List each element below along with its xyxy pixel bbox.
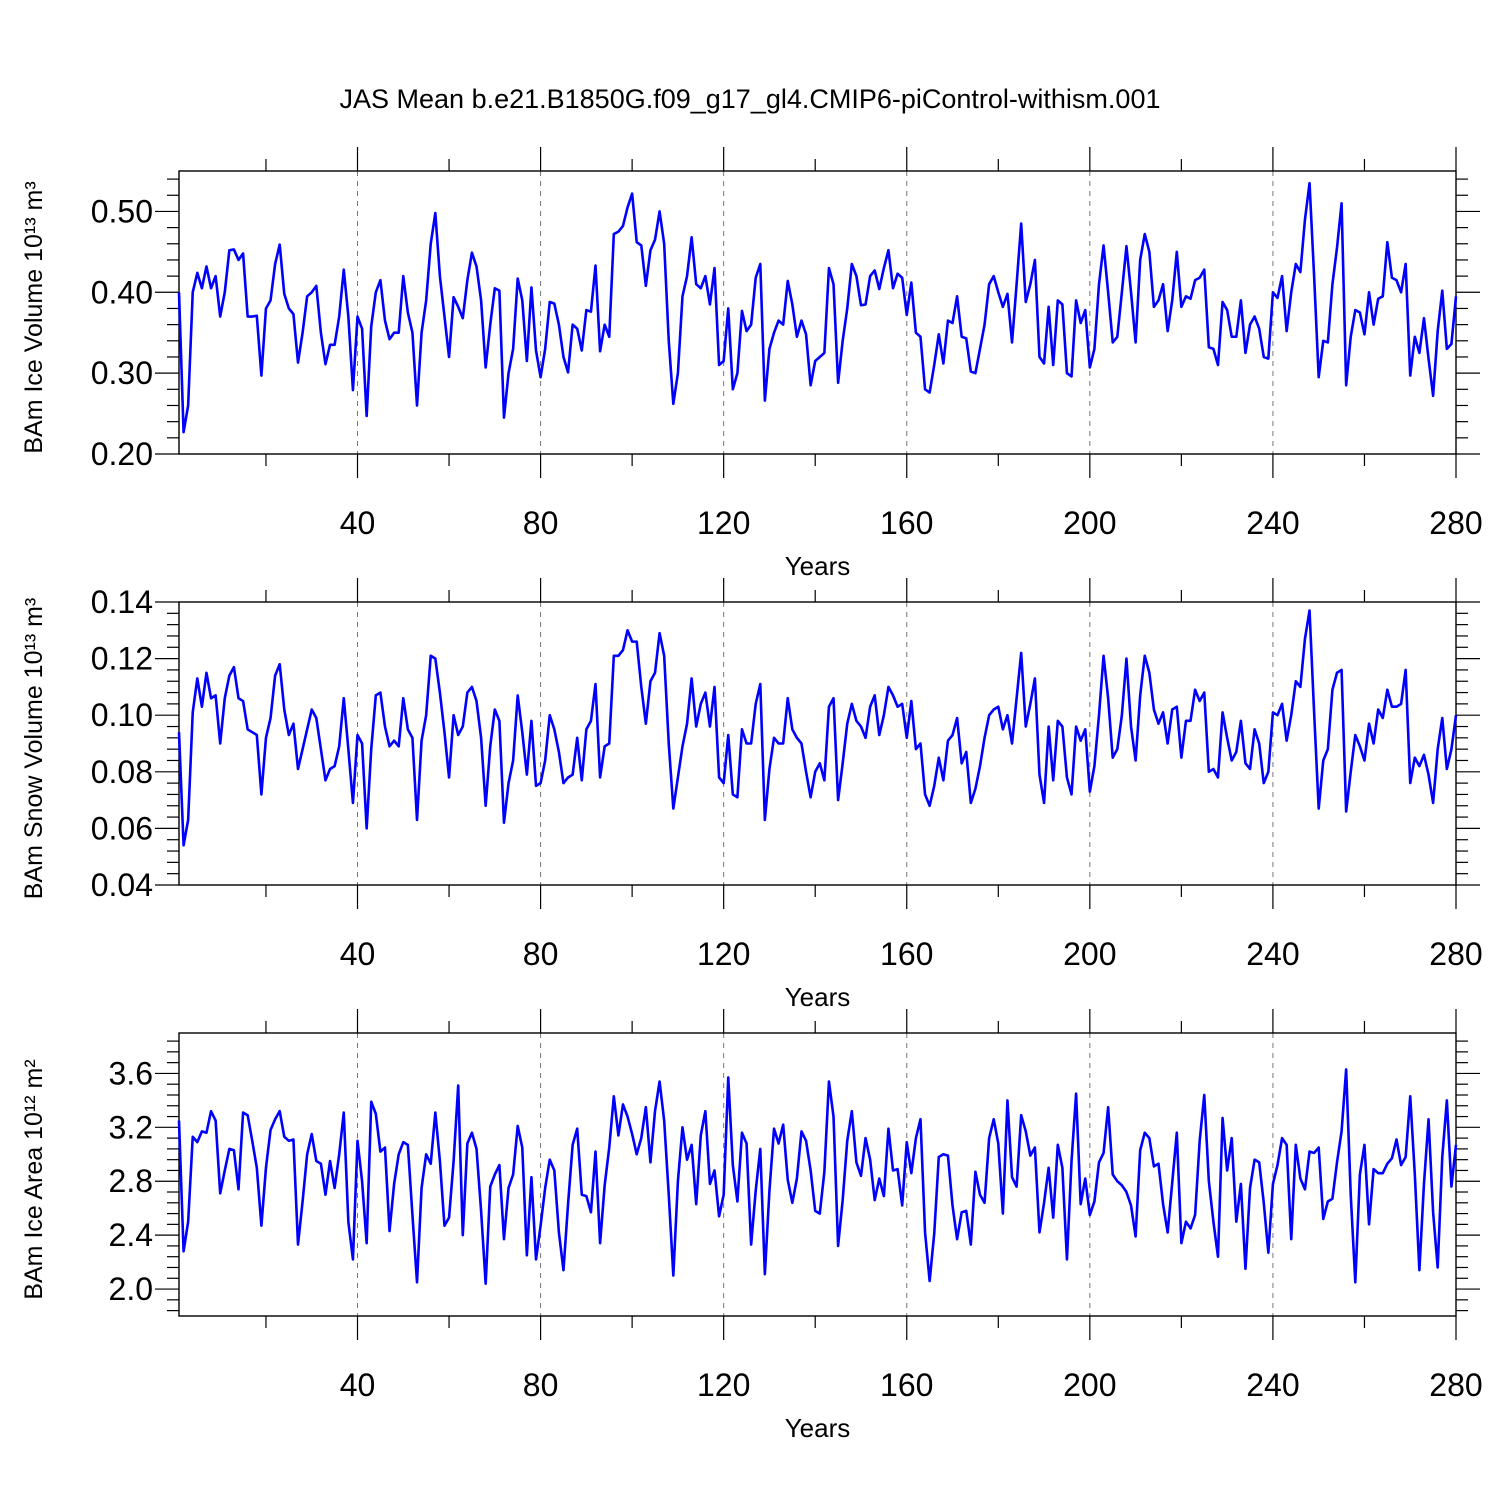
x-tick-label: 280 [1429, 505, 1482, 541]
y-tick-label: 2.0 [109, 1271, 153, 1307]
x-tick-label: 120 [697, 505, 750, 541]
x-tick-label: 200 [1063, 505, 1116, 541]
y-tick-label: 0.12 [91, 641, 153, 677]
x-tick-label: 120 [697, 1367, 750, 1403]
x-tick-label: 160 [880, 505, 933, 541]
x-tick-label: 160 [880, 1367, 933, 1403]
x-tick-label: 280 [1429, 936, 1482, 972]
x-axis-label: Years [785, 551, 851, 581]
y-tick-label: 0.30 [91, 355, 153, 391]
x-tick-label: 40 [340, 505, 376, 541]
y-tick-label: 0.04 [91, 867, 153, 903]
y-tick-label: 3.2 [109, 1109, 153, 1145]
data-line [177, 609, 1458, 847]
x-tick-label: 240 [1246, 1367, 1299, 1403]
plot-frame [178, 170, 1457, 455]
x-tick-label: 40 [340, 1367, 376, 1403]
y-tick-label: 0.06 [91, 810, 153, 846]
plot-frame [178, 1032, 1457, 1317]
x-axis-label: Years [785, 982, 851, 1012]
x-tick-label: 80 [523, 936, 559, 972]
y-tick-label: 0.50 [91, 193, 153, 229]
y-tick-label: 3.6 [109, 1055, 153, 1091]
y-tick-label: 0.20 [91, 436, 153, 472]
y-tick-label: 2.4 [109, 1217, 153, 1253]
y-axis-label: BAm Ice Area 10¹² m² [20, 1059, 48, 1299]
x-tick-label: 240 [1246, 505, 1299, 541]
x-tick-label: 80 [523, 505, 559, 541]
x-tick-label: 120 [697, 936, 750, 972]
data-line [177, 181, 1458, 434]
data-line [177, 1068, 1458, 1285]
chart-title: JAS Mean b.e21.B1850G.f09_g17_gl4.CMIP6-… [340, 84, 1161, 114]
x-tick-label: 40 [340, 936, 376, 972]
y-axis-label: BAm Snow Volume 10¹³ m³ [20, 598, 48, 900]
y-tick-label: 0.10 [91, 697, 153, 733]
x-tick-label: 240 [1246, 936, 1299, 972]
x-tick-label: 160 [880, 936, 933, 972]
y-tick-label: 0.08 [91, 754, 153, 790]
y-axis-label: BAm Ice Volume 10¹³ m³ [20, 181, 48, 453]
y-tick-label: 0.14 [91, 584, 153, 620]
x-tick-label: 80 [523, 1367, 559, 1403]
x-tick-label: 280 [1429, 1367, 1482, 1403]
x-tick-label: 200 [1063, 936, 1116, 972]
y-tick-label: 2.8 [109, 1163, 153, 1199]
y-tick-label: 0.40 [91, 274, 153, 310]
x-tick-label: 200 [1063, 1367, 1116, 1403]
x-axis-label: Years [785, 1413, 851, 1443]
